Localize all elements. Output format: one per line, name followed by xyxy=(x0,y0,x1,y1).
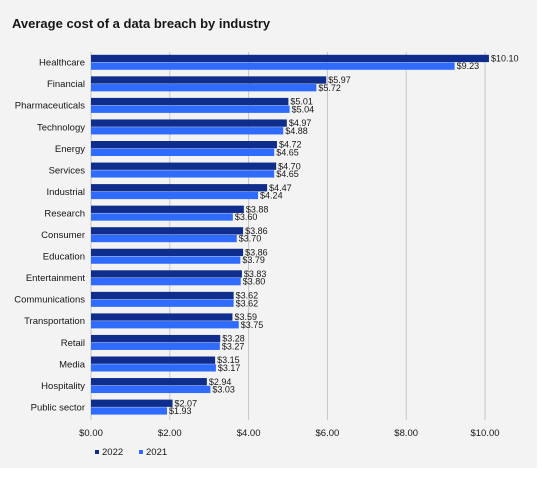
data-label: $3.60 xyxy=(235,212,258,222)
data-label: $3.15 xyxy=(217,355,240,365)
bar-2022 xyxy=(91,162,277,170)
category-label: Research xyxy=(44,208,85,219)
category-label: Financial xyxy=(47,79,85,90)
data-label: $3.86 xyxy=(245,247,268,257)
data-label: $3.17 xyxy=(218,363,241,373)
bar-2021 xyxy=(91,170,275,178)
data-label: $2.94 xyxy=(209,377,232,387)
x-tick-label: $0.00 xyxy=(79,428,103,439)
data-label: $4.88 xyxy=(285,126,308,136)
category-label: Healthcare xyxy=(39,58,85,69)
data-label: $3.86 xyxy=(245,226,268,236)
bar-2022 xyxy=(91,205,244,213)
bar-2022 xyxy=(91,119,287,127)
bar-2021 xyxy=(91,385,211,394)
category-label: Media xyxy=(59,359,86,370)
bar-2021 xyxy=(91,191,259,200)
bar-chart: $0.00 $2.00 $4.00 $6.00 $8.00 $10.00 Healthcar… xyxy=(14,52,519,458)
data-label: $5.72 xyxy=(318,83,341,93)
bar-2021 xyxy=(91,213,233,221)
legend-label: 2022 xyxy=(102,447,123,458)
bar-2021 xyxy=(91,234,237,243)
category-label: Industrial xyxy=(46,187,85,198)
bar-2021 xyxy=(91,407,168,415)
bar-2021 xyxy=(91,84,317,92)
bar-2022 xyxy=(91,227,244,235)
data-label: $5.04 xyxy=(292,104,315,114)
bar-2021 xyxy=(91,278,241,286)
category-label: Education xyxy=(43,252,85,263)
category-label: Public sector xyxy=(31,402,85,413)
bar-2022 xyxy=(91,76,327,84)
bar-2021 xyxy=(91,105,290,113)
bar-2022 xyxy=(91,270,242,278)
data-label: $3.62 xyxy=(236,291,259,301)
x-tick-label: $6.00 xyxy=(316,428,340,439)
data-label: $5.97 xyxy=(328,75,351,85)
data-label: $3.80 xyxy=(243,277,266,287)
chart-title: Average cost of a data breach by industr… xyxy=(12,16,271,31)
bar-2022 xyxy=(91,141,277,149)
category-label: Consumer xyxy=(41,230,85,241)
bar-2022 xyxy=(91,313,233,321)
bar-2022 xyxy=(91,97,289,106)
data-label: $4.65 xyxy=(276,147,299,157)
data-label: $3.83 xyxy=(244,269,267,279)
category-label: Hospitality xyxy=(41,381,85,392)
data-label: $4.72 xyxy=(279,140,302,150)
data-label: $10.10 xyxy=(491,54,519,64)
bar-2021 xyxy=(91,256,241,264)
data-label: $3.75 xyxy=(241,320,264,330)
category-label: Services xyxy=(49,165,86,176)
x-tick-label: $2.00 xyxy=(158,428,182,439)
category-label: Communications xyxy=(14,295,85,306)
bar-2022 xyxy=(91,356,216,364)
x-tick-label: $8.00 xyxy=(394,428,418,439)
legend-swatch xyxy=(139,450,143,454)
x-tick-label: $10.00 xyxy=(470,428,499,439)
data-label: $3.27 xyxy=(222,341,245,351)
bar-2021 xyxy=(91,364,216,372)
data-label: $3.70 xyxy=(239,234,262,244)
category-label: Entertainment xyxy=(26,273,86,284)
bar-2021 xyxy=(91,127,284,135)
bar-2022 xyxy=(91,378,207,386)
bar-2022 xyxy=(91,248,244,257)
data-label: $3.62 xyxy=(236,298,259,308)
data-label: $3.03 xyxy=(212,384,235,394)
bar-2021 xyxy=(91,342,220,350)
legend-swatch xyxy=(95,450,99,454)
category-label: Retail xyxy=(61,338,85,349)
category-label: Pharmaceuticals xyxy=(15,101,85,112)
category-label: Technology xyxy=(37,122,85,133)
data-label: $3.28 xyxy=(222,334,245,344)
data-label: $3.79 xyxy=(242,255,265,265)
data-label: $4.24 xyxy=(260,191,283,201)
x-tick-label: $4.00 xyxy=(237,428,261,439)
data-label: $4.47 xyxy=(269,183,292,193)
data-label: $4.70 xyxy=(278,161,301,171)
data-label: $5.01 xyxy=(290,97,313,107)
bar-2022 xyxy=(91,399,173,407)
bar-2021 xyxy=(91,148,275,156)
data-label: $4.65 xyxy=(276,169,299,179)
bar-2021 xyxy=(91,299,234,307)
legend-label: 2021 xyxy=(146,447,167,458)
data-label: $9.23 xyxy=(457,61,480,71)
data-label: $1.93 xyxy=(169,406,192,416)
bar-2021 xyxy=(91,321,239,329)
data-label: $3.59 xyxy=(234,312,257,322)
data-label: $2.07 xyxy=(175,398,198,408)
data-label: $4.97 xyxy=(289,118,312,128)
bar-2022 xyxy=(91,291,234,300)
data-label: $3.88 xyxy=(246,204,269,214)
category-label: Transportation xyxy=(24,316,85,327)
chart-card: Average cost of a data breach by industr… xyxy=(0,0,537,468)
category-label: Energy xyxy=(55,144,85,155)
bar-2022 xyxy=(91,54,489,63)
bar-2021 xyxy=(91,62,455,70)
bar-2022 xyxy=(91,334,221,343)
bar-2022 xyxy=(91,184,268,192)
